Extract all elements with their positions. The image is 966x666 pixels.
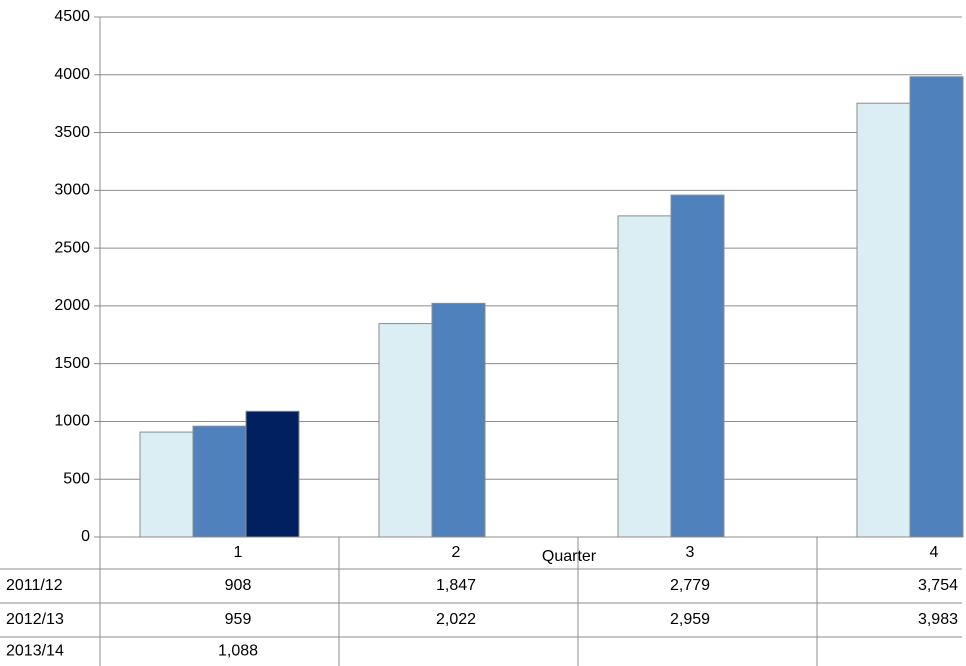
bar-2011-12-q2	[378, 323, 433, 538]
y-tick-label: 1500	[54, 355, 90, 372]
series-name: 2012/13	[6, 611, 64, 628]
y-tick-label: 4500	[54, 8, 90, 25]
bar-2011-12-q3	[617, 215, 672, 538]
data-label: 959	[225, 611, 252, 628]
series-name: 2013/14	[6, 643, 64, 660]
series-name: 2011/12	[6, 577, 63, 594]
data-label: 2,959	[670, 611, 710, 628]
x-axis-label: Quarter	[542, 548, 597, 565]
category-label: 2	[452, 544, 461, 561]
bar-2011-12-q1	[139, 431, 194, 538]
data-label: 2,022	[436, 611, 476, 628]
bars	[139, 76, 964, 538]
gridlines	[100, 16, 962, 480]
data-table: 1 2 3 4 2011/12 908 1,847 2,779 3,754 2012/13 959 2…	[0, 536, 962, 666]
y-axis: 0 500 1000 1500 2000 2500 3000 3500 4000 4500	[54, 8, 101, 545]
category-label: 3	[686, 544, 695, 561]
data-label: 2,779	[670, 577, 710, 594]
category-label: 4	[930, 544, 939, 561]
category-label: 1	[234, 544, 243, 561]
y-tick-label: 3000	[54, 182, 90, 199]
data-label: 908	[225, 577, 252, 594]
data-label: 1,847	[436, 577, 476, 594]
y-tick-label: 1000	[54, 413, 90, 430]
data-label: 1,088	[218, 643, 258, 660]
bar-2012-13-q4	[909, 76, 964, 538]
bar-2012-13-q2	[431, 302, 486, 538]
data-label: 3,983	[918, 611, 958, 628]
y-tick-label: 500	[63, 470, 90, 487]
y-tick-label: 4000	[54, 66, 90, 83]
bar-2012-13-q1	[192, 425, 247, 538]
y-tick-label: 3500	[54, 124, 90, 141]
data-label: 3,754	[918, 577, 958, 594]
y-tick-label: 0	[81, 528, 90, 545]
y-tick-label: 2000	[54, 297, 90, 314]
y-tick-label: 2500	[54, 239, 90, 256]
bar-2013-14-q1	[245, 410, 300, 538]
bar-2012-13-q3	[670, 194, 725, 538]
bar-2011-12-q4	[856, 102, 911, 538]
